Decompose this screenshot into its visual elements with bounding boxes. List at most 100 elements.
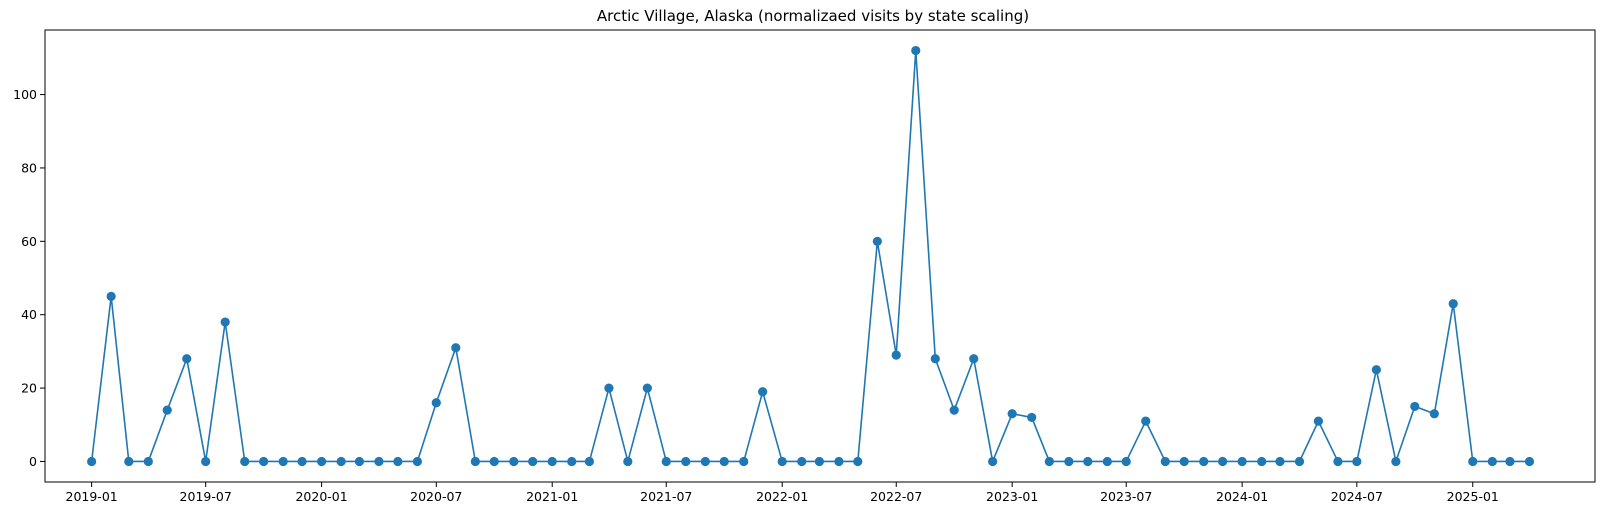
data-point	[317, 456, 327, 467]
x-tick-label: 2022-01	[756, 489, 808, 504]
data-point	[1468, 456, 1478, 467]
data-point	[584, 456, 594, 467]
data-point	[604, 383, 614, 393]
data-point	[470, 456, 480, 467]
data-point	[642, 383, 652, 393]
data-point	[1275, 456, 1285, 467]
data-point	[393, 456, 403, 467]
data-point	[911, 45, 921, 56]
data-point	[182, 354, 192, 364]
data-point	[872, 236, 882, 246]
y-tick-label: 100	[13, 87, 37, 102]
data-point	[1333, 456, 1343, 467]
data-point	[1064, 456, 1074, 467]
data-point	[528, 456, 538, 467]
data-point	[297, 456, 307, 467]
data-point	[891, 350, 901, 360]
data-point	[354, 456, 365, 467]
x-tick-label: 2020-01	[295, 489, 347, 504]
data-point	[240, 456, 250, 467]
data-point	[567, 456, 577, 467]
x-tick-label: 2021-01	[526, 489, 578, 504]
data-point	[1429, 409, 1439, 419]
plot-area	[87, 45, 1535, 467]
data-point	[489, 456, 499, 467]
x-tick-label: 2025-01	[1447, 489, 1499, 504]
data-point	[1027, 412, 1037, 423]
data-point	[739, 456, 749, 467]
data-point	[797, 456, 807, 467]
data-point	[949, 405, 959, 415]
x-tick-label: 2023-01	[986, 489, 1038, 504]
x-tick-label: 2019-01	[66, 489, 118, 504]
data-point	[1487, 456, 1497, 467]
data-point	[336, 456, 346, 467]
x-tick-label: 2021-07	[640, 489, 692, 504]
data-point	[1448, 299, 1458, 309]
data-point	[1083, 456, 1093, 467]
data-point	[1524, 456, 1535, 467]
data-point	[374, 456, 384, 467]
data-point	[1313, 416, 1323, 426]
x-tick-label: 2019-07	[180, 489, 232, 504]
x-tick-label: 2024-01	[1216, 489, 1268, 504]
data-point	[758, 387, 768, 397]
data-point	[814, 456, 824, 467]
data-point	[509, 456, 519, 467]
plot-frame	[44, 29, 1596, 483]
x-axis: 2019-01 2019-07 2020-01 2020-07 2021-01 2021-…	[66, 482, 1499, 504]
data-point	[1237, 456, 1247, 467]
data-point	[1371, 365, 1381, 375]
chart-title: Arctic Village, Alaska (normalizaed visi…	[597, 7, 1029, 25]
data-point	[201, 456, 211, 467]
x-tick-label: 2020-07	[410, 489, 462, 504]
y-tick-label: 60	[21, 234, 37, 249]
y-axis: 0 20 40 60 80 100	[13, 87, 45, 469]
data-point	[1257, 456, 1267, 467]
data-point	[259, 456, 269, 467]
data-point	[1141, 416, 1151, 426]
data-point	[681, 456, 691, 467]
data-point	[106, 291, 116, 301]
data-point	[1160, 456, 1170, 467]
data-point	[124, 456, 134, 467]
data-point	[547, 456, 557, 467]
data-point	[1410, 401, 1420, 412]
data-point	[623, 456, 633, 467]
series-line	[90, 49, 1530, 463]
data-point	[853, 456, 863, 467]
data-point	[1044, 456, 1054, 467]
data-point	[777, 456, 787, 467]
data-point	[1179, 456, 1189, 467]
x-tick-label: 2023-07	[1100, 489, 1152, 504]
data-point	[969, 354, 979, 364]
data-point	[431, 398, 441, 408]
data-point	[1199, 456, 1209, 467]
data-point	[220, 317, 230, 327]
data-point	[834, 456, 844, 467]
data-point	[700, 456, 710, 467]
data-point	[930, 354, 940, 364]
data-point	[1007, 409, 1017, 419]
data-point	[1352, 456, 1362, 467]
y-tick-label: 0	[29, 454, 37, 469]
data-point	[278, 456, 288, 467]
y-tick-label: 80	[21, 160, 37, 175]
y-tick-label: 40	[21, 307, 37, 322]
data-point	[1391, 456, 1401, 467]
data-point	[661, 456, 671, 467]
data-point	[1218, 456, 1228, 467]
data-point	[162, 405, 172, 415]
x-tick-label: 2022-07	[870, 489, 922, 504]
data-point	[719, 456, 729, 467]
data-point	[1505, 456, 1515, 467]
data-point	[451, 343, 461, 353]
data-point	[1121, 456, 1131, 467]
data-point	[143, 456, 153, 467]
x-tick-label: 2024-07	[1331, 489, 1383, 504]
y-tick-label: 20	[21, 381, 37, 396]
data-point	[87, 456, 97, 467]
data-point	[1102, 456, 1112, 467]
data-point	[1294, 456, 1305, 467]
